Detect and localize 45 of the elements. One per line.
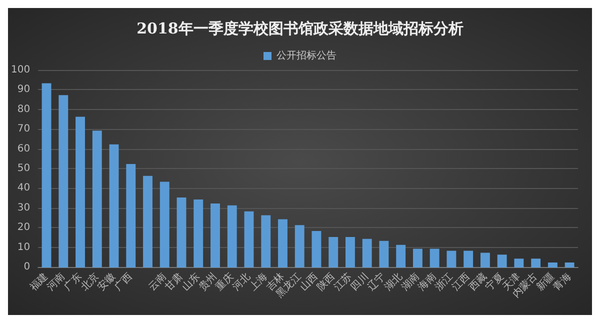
bar — [531, 258, 541, 268]
bar — [58, 95, 68, 268]
bar — [480, 252, 490, 268]
y-tick-label: 50 — [17, 163, 30, 174]
y-tick-label: 60 — [17, 143, 30, 154]
y-tick-label: 100 — [10, 64, 30, 76]
bar — [497, 254, 507, 268]
y-tick-label: 30 — [17, 202, 30, 214]
bar — [464, 250, 474, 268]
y-tick-label: 90 — [17, 84, 30, 96]
bar — [379, 240, 389, 268]
bar — [412, 248, 422, 268]
bar — [194, 200, 204, 268]
y-tick-label: 70 — [17, 124, 30, 135]
bar — [143, 176, 152, 268]
bar — [109, 144, 119, 268]
bar — [42, 83, 52, 268]
bar — [396, 244, 406, 268]
bar — [176, 198, 186, 268]
bar — [514, 258, 524, 268]
bar — [294, 225, 304, 268]
y-tick-label: 40 — [17, 182, 30, 194]
bar — [160, 182, 170, 268]
legend-label: 公开招标公告 — [276, 50, 336, 62]
bar — [564, 262, 574, 268]
bar — [278, 219, 288, 268]
bar — [227, 205, 237, 268]
bar — [548, 262, 558, 268]
y-tick-label: 20 — [17, 222, 30, 234]
bar — [362, 238, 372, 268]
y-tick-label: 80 — [17, 104, 30, 115]
bar — [446, 250, 456, 268]
bar — [126, 164, 136, 268]
bar — [346, 236, 355, 268]
bar — [76, 116, 85, 268]
bar — [210, 203, 220, 268]
bar — [244, 211, 254, 268]
y-tick-label: 0 — [24, 262, 30, 272]
bar — [430, 248, 440, 268]
bar — [92, 130, 102, 268]
y-tick-label: 10 — [17, 242, 30, 253]
bar — [312, 231, 322, 268]
chart-title: 2018年一季度学校图书馆政采数据地域招标分析 — [136, 20, 464, 38]
bar — [261, 215, 271, 268]
bar — [328, 236, 338, 268]
